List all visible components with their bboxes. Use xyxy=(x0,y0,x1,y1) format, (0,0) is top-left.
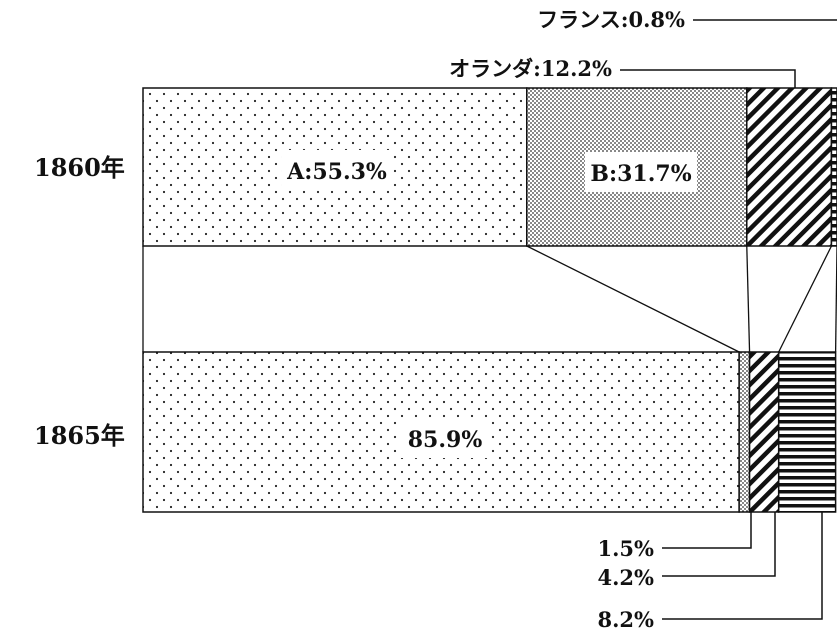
callout-france-1865: 8.2% xyxy=(598,607,655,632)
connector-line-1 xyxy=(526,245,740,353)
bar-segment-netherlands-1860 xyxy=(746,87,833,247)
callout-line-france-1865 xyxy=(662,512,823,620)
segment-label-a-1865: 85.9% xyxy=(408,427,483,453)
callout-line-netherlands-1860 xyxy=(620,69,796,88)
label-bg-a-1860 xyxy=(282,150,392,190)
segment-label-a-1860: A:55.3% xyxy=(286,159,387,185)
label-bg-a-1865 xyxy=(400,418,490,458)
bar-segment-b-1865 xyxy=(738,351,751,513)
row-label-1860: 1860年 xyxy=(34,153,125,182)
connector-lines xyxy=(142,245,837,353)
callout-line-b-1865 xyxy=(662,512,752,549)
callout-france-1860: フランス:0.8% xyxy=(537,7,685,32)
bar-segment-france-1865 xyxy=(777,351,837,513)
callout-netherlands-1865: 4.2% xyxy=(598,565,655,590)
bar-segment-france-1860 xyxy=(830,87,837,247)
connector-line-3 xyxy=(778,245,833,353)
bar-segment-netherlands-1865 xyxy=(748,351,780,513)
bar-1860 xyxy=(142,87,837,247)
label-bg-b-1860 xyxy=(585,152,697,192)
callout-line-netherlands-1865 xyxy=(662,512,776,577)
row-label-1865: 1865年 xyxy=(34,421,125,450)
callout-b-1865: 1.5% xyxy=(598,536,655,561)
callout-netherlands-1860: オランダ:12.2% xyxy=(449,56,612,81)
connector-line-2 xyxy=(746,245,751,353)
segment-label-b-1860: B:31.7% xyxy=(590,161,691,187)
